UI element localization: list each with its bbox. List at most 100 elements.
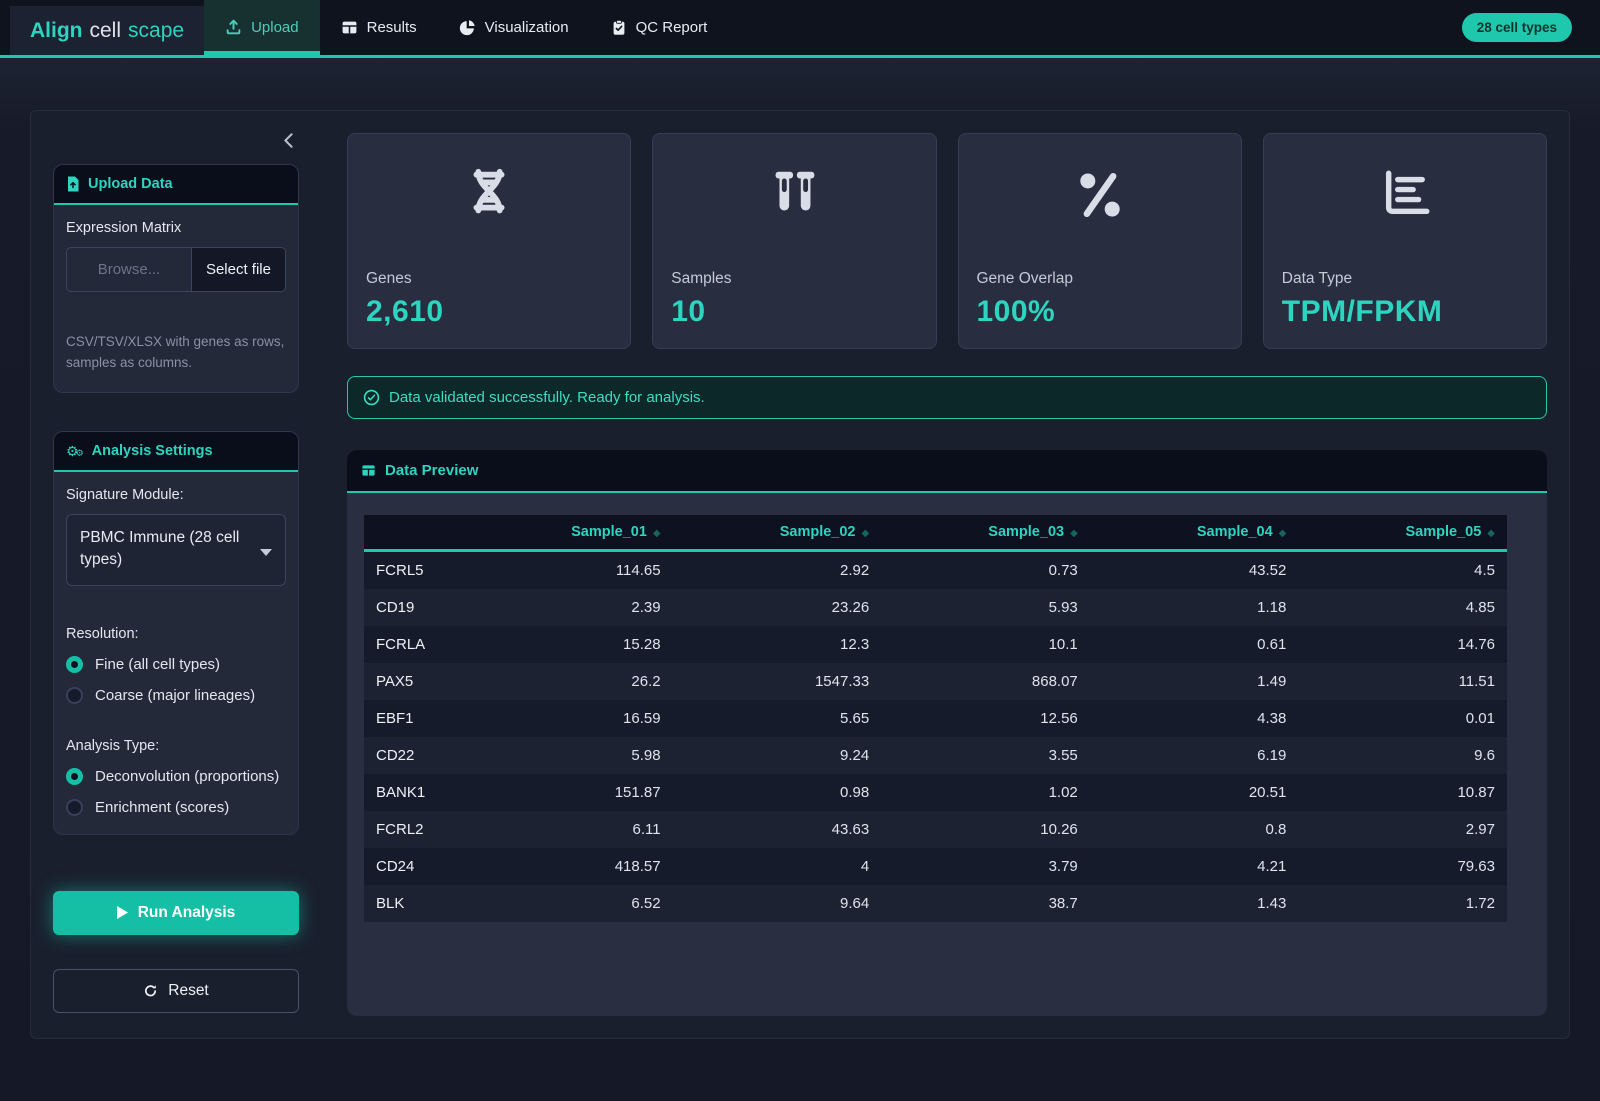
stats-row: Genes 2,610 Samples 10: [347, 133, 1547, 349]
table-row: CD22 5.98 9.24 3.55 6.19 9.6: [364, 737, 1507, 774]
cell-value: 4.21: [1257, 858, 1287, 875]
main-content: Genes 2,610 Samples 10: [347, 133, 1547, 1016]
play-icon: [116, 906, 128, 920]
clipboard-check-icon: [611, 19, 627, 36]
column-header-sample-04[interactable]: Sample_04 ◆: [1089, 515, 1299, 552]
radio-deconvolution[interactable]: Deconvolution (proportions): [66, 767, 286, 785]
radio-label: Coarse (major lineages): [95, 686, 256, 704]
cell-value: 0.73: [1048, 562, 1078, 579]
logo-text-secondary: cell: [89, 18, 122, 42]
upload-icon: [225, 19, 242, 36]
table-row: FCRL2 6.11 43.63 10.26 0.8 2.97: [364, 811, 1507, 848]
panel-title: Upload Data: [88, 176, 173, 192]
radio-unselected-icon[interactable]: [66, 798, 83, 816]
cell-value: 4.38: [1257, 710, 1287, 727]
cell-value: 9.6: [1474, 747, 1495, 764]
chevron-down-icon: [260, 548, 272, 556]
data-preview-panel: Data Preview Sample_01 ◆ Sample_02 ◆ Sampl…: [347, 450, 1547, 1016]
column-header-sample-02[interactable]: Sample_02 ◆: [672, 515, 882, 552]
cell-value: 4: [860, 858, 870, 875]
table-row: CD19 2.39 23.26 5.93 1.18 4.85: [364, 589, 1507, 626]
radio-coarse[interactable]: Coarse (major lineages): [66, 686, 286, 704]
cell-value: 23.26: [831, 599, 870, 616]
signature-module-select[interactable]: PBMC Immune (28 cell types): [66, 513, 286, 586]
cell-value: 5.98: [631, 747, 661, 764]
cell-value: 10.26: [1040, 821, 1078, 838]
radio-enrichment[interactable]: Enrichment (scores): [66, 798, 286, 816]
tab-upload[interactable]: Upload: [204, 0, 320, 55]
table-row: PAX5 26.2 1547.33 868.07 1.49 11.51: [364, 663, 1507, 700]
radio-selected-icon[interactable]: [66, 655, 83, 673]
data-preview-header: Data Preview: [347, 450, 1547, 493]
radio-selected-icon[interactable]: [66, 767, 83, 785]
column-header-sample-03[interactable]: Sample_03 ◆: [881, 515, 1090, 552]
file-upload-icon: [66, 176, 80, 192]
cell-value: 3.79: [1048, 858, 1078, 875]
app-logo: Align cell scape: [10, 6, 205, 55]
bar-chart-icon: [1282, 148, 1528, 242]
logo-text-tertiary: scape: [128, 18, 185, 42]
expression-matrix-label: Expression Matrix: [66, 220, 182, 236]
table-icon: [341, 19, 358, 36]
file-input[interactable]: Browse...: [66, 247, 191, 292]
radio-fine[interactable]: Fine (all cell types): [66, 655, 286, 673]
file-input-group: Browse... Select file: [66, 247, 286, 292]
cell-value: 1.02: [1048, 784, 1078, 801]
table-row: BANK1 151.87 0.98 1.02 20.51 10.87: [364, 774, 1507, 811]
sort-icon: ◆: [861, 528, 870, 539]
cell-types-badge: 28 cell types: [1461, 13, 1572, 42]
column-header-sample-01[interactable]: Sample_01 ◆: [464, 515, 673, 552]
cell-value: 9.24: [839, 747, 870, 764]
tab-qc-report[interactable]: QC Report: [590, 0, 729, 55]
gene-name: PAX5: [376, 673, 414, 690]
cell-value: 1.49: [1257, 673, 1287, 690]
gene-name: FCRL2: [376, 821, 424, 838]
tab-label: QC Report: [635, 19, 708, 36]
table-row: FCRL5 114.65 2.92 0.73 43.52 4.5: [364, 550, 1507, 589]
cell-value: 43.63: [831, 821, 870, 838]
cell-value: 26.2: [631, 673, 661, 690]
gene-name: FCRLA: [376, 636, 426, 653]
cell-value: 418.57: [614, 858, 661, 875]
gears-icon: ⚙ ⚙: [66, 442, 84, 459]
stat-card-gene-overlap: Gene Overlap 100%: [957, 133, 1242, 349]
cell-value: 2.39: [631, 599, 661, 616]
data-preview-body: Sample_01 ◆ Sample_02 ◆ Sample_03 ◆ Sample_…: [347, 493, 1547, 1016]
expression-preview-table: Sample_01 ◆ Sample_02 ◆ Sample_03 ◆ Sample_…: [364, 515, 1507, 922]
content-wrapper: Upload Data Expression Matrix Browse... …: [30, 110, 1570, 1039]
stat-card-genes: Genes 2,610: [347, 133, 632, 349]
reset-button[interactable]: Reset: [53, 968, 299, 1013]
cell-value: 79.63: [1457, 858, 1495, 875]
table-row: CD24 418.57 4 3.79 4.21 79.63: [364, 848, 1507, 885]
cell-value: 6.19: [1257, 747, 1287, 764]
cell-value: 151.87: [614, 784, 661, 801]
cell-value: 3.55: [1048, 747, 1078, 764]
radio-label: Fine (all cell types): [95, 655, 221, 673]
radio-unselected-icon[interactable]: [66, 686, 83, 704]
cell-value: 11.51: [1458, 673, 1495, 690]
collapse-sidebar-button[interactable]: [282, 133, 295, 148]
test-tubes-icon: [671, 148, 917, 242]
tab-visualization[interactable]: Visualization: [438, 0, 590, 55]
stat-value: TPM/FPKM: [1281, 295, 1443, 328]
cell-value: 4.85: [1465, 599, 1495, 616]
cell-value: 14.76: [1457, 636, 1495, 653]
cell-value: 10.1: [1048, 636, 1078, 653]
tab-results[interactable]: Results: [320, 0, 438, 55]
table-row: BLK 6.52 9.64 38.7 1.43 1.72: [364, 885, 1507, 922]
select-file-button[interactable]: Select file: [190, 247, 286, 292]
top-navigation-bar: Align cell scape Upload Results V: [0, 0, 1600, 58]
sidebar: Upload Data Expression Matrix Browse... …: [53, 133, 299, 1013]
pie-chart-icon: [459, 19, 476, 36]
gene-name: BANK1: [376, 784, 426, 801]
table-header-row: Sample_01 ◆ Sample_02 ◆ Sample_03 ◆ Sample_…: [364, 515, 1507, 552]
gene-name: EBF1: [376, 710, 414, 727]
cell-value: 114.65: [615, 562, 661, 579]
column-header-sample-05[interactable]: Sample_05 ◆: [1298, 515, 1507, 552]
cell-value: 0.01: [1465, 710, 1495, 727]
cell-value: 16.59: [623, 710, 661, 727]
reset-icon: [143, 983, 158, 998]
signature-module-label: Signature Module:: [66, 486, 184, 503]
run-analysis-button[interactable]: Run Analysis: [53, 890, 299, 935]
cell-value: 15.28: [623, 636, 661, 653]
